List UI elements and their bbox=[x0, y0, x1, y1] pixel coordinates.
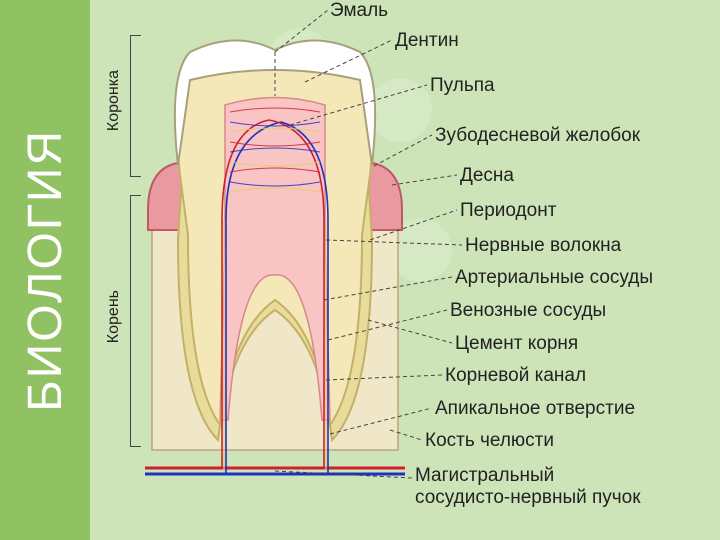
label-root-canal: Корневой канал bbox=[445, 365, 586, 387]
label-jawbone: Кость челюсти bbox=[425, 430, 554, 452]
label-arterial: Артериальные сосуды bbox=[455, 267, 653, 289]
label-apical: Апикальное отверстие bbox=[435, 398, 635, 420]
label-cementum: Цемент корня bbox=[455, 333, 578, 355]
page: БИОЛОГИЯ Коронка Корень Эмаль Дентин Пул… bbox=[0, 0, 720, 540]
label-nerve-fibers: Нервные волокна bbox=[465, 235, 621, 257]
label-gingival-sulcus: Зубодесневой желобок bbox=[435, 125, 640, 147]
label-periodontium: Периодонт bbox=[460, 200, 556, 222]
label-enamel: Эмаль bbox=[330, 0, 388, 22]
label-pulp: Пульпа bbox=[430, 75, 495, 97]
label-venous: Венозные сосуды bbox=[450, 300, 606, 322]
label-gum: Десна bbox=[460, 165, 514, 187]
label-main-bundle: Магистральный сосудисто-нервный пучок bbox=[415, 465, 641, 509]
label-dentin: Дентин bbox=[395, 30, 459, 52]
